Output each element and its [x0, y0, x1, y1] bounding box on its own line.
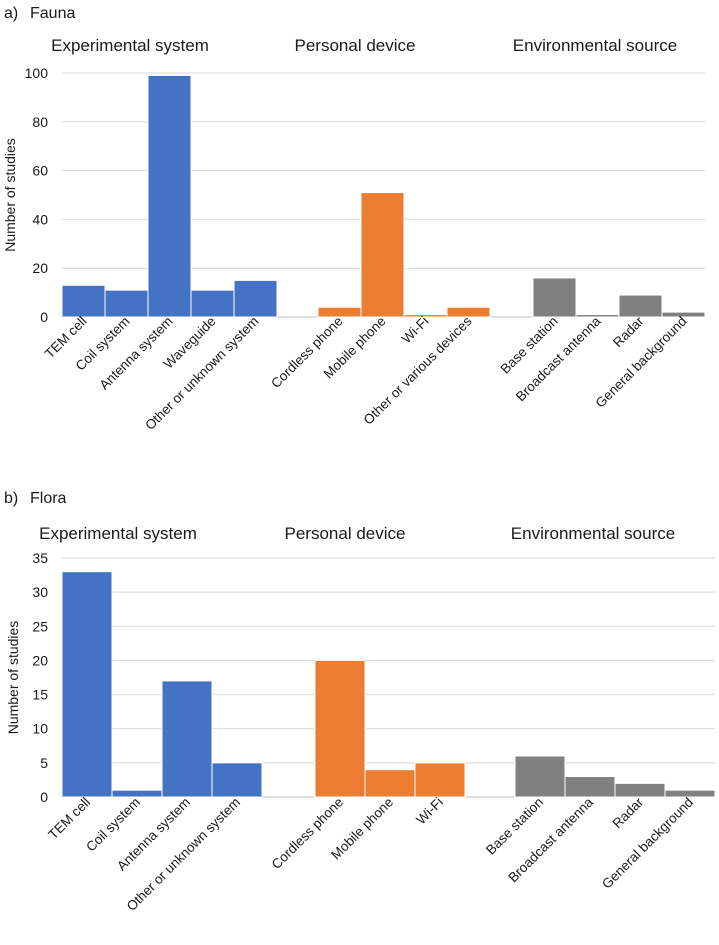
group-title: Experimental system	[51, 36, 209, 55]
bar	[233, 279, 278, 318]
bar	[211, 762, 263, 798]
y-tick-label: 20	[32, 652, 48, 668]
y-tick-label: 80	[32, 114, 48, 130]
y-tick-label: 10	[32, 721, 48, 737]
bar	[360, 192, 405, 318]
y-tick-label: 5	[40, 755, 48, 771]
bar	[564, 776, 616, 798]
bar	[664, 789, 716, 798]
bar	[618, 294, 663, 318]
panel-label: b)	[4, 490, 18, 507]
panel-title: Fauna	[30, 5, 75, 22]
group-title: Experimental system	[39, 524, 197, 543]
bar	[314, 659, 366, 798]
x-tick-label: Broadcast antenna	[505, 794, 596, 885]
y-tick-label: 0	[40, 789, 48, 805]
bar	[61, 571, 113, 798]
chart-panel-flora: b) Flora 0 5 10 15 20 25 30 35 Number of studies Ex…	[4, 490, 716, 914]
y-tick-label: 30	[32, 584, 48, 600]
bar	[614, 782, 666, 798]
y-tick-label: 100	[25, 65, 49, 81]
y-tick-label: 0	[40, 309, 48, 325]
bar	[111, 789, 163, 798]
y-tick-label: 40	[32, 211, 48, 227]
bar	[446, 306, 491, 318]
bar	[147, 74, 192, 318]
bar	[414, 762, 466, 798]
y-axis-label: Number of studies	[5, 621, 21, 735]
bar	[575, 314, 620, 318]
x-tick-label: Antenna system	[97, 314, 176, 393]
bar	[104, 289, 149, 318]
y-axis-label: Number of studies	[2, 138, 18, 252]
bar	[514, 755, 566, 798]
bar	[190, 289, 235, 318]
x-tick-label: Radar	[610, 794, 647, 831]
y-tick-label: 15	[32, 687, 48, 703]
x-tick-label: Cordless phone	[268, 314, 345, 391]
panel-label: a)	[4, 5, 18, 22]
bar	[161, 680, 213, 798]
bar	[317, 306, 362, 318]
y-tick-label: 25	[32, 618, 48, 634]
x-tick-label: Wi-Fi	[413, 795, 446, 828]
panel-title: Flora	[30, 490, 67, 507]
y-tick-label: 20	[32, 260, 48, 276]
group-title: Personal device	[295, 36, 416, 55]
x-tick-label: Radar	[610, 313, 647, 350]
bar	[661, 311, 706, 318]
bar	[532, 277, 577, 318]
group-title: Environmental source	[513, 36, 677, 55]
bar	[61, 284, 106, 318]
chart-panel-fauna: a) Fauna 0 20 40 60 80 100 Number of studies Expe…	[2, 5, 706, 433]
x-tick-label: Cordless phone	[269, 795, 346, 872]
x-tick-label: Broadcast antenna	[513, 313, 604, 404]
x-tick-label: TEM cell	[45, 795, 93, 843]
x-tick-label: Wi-Fi	[399, 314, 432, 347]
y-tick-label: 60	[32, 163, 48, 179]
group-title: Personal device	[285, 524, 406, 543]
y-tick-label: 35	[32, 550, 48, 566]
bar	[403, 314, 448, 318]
group-title: Environmental source	[511, 524, 675, 543]
x-tick-label: General background	[599, 795, 696, 892]
bar	[364, 769, 416, 798]
